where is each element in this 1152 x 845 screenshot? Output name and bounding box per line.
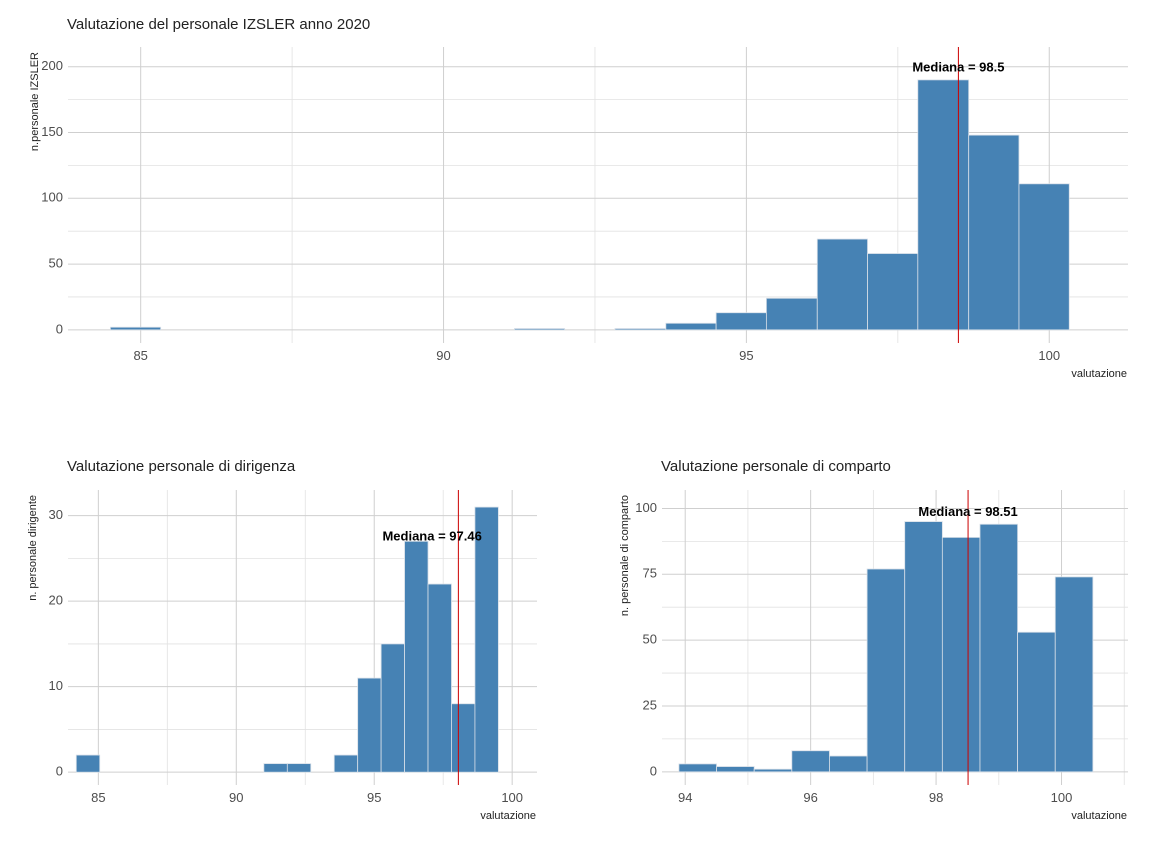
histogram-bar: [75, 754, 101, 773]
y-tick-label: 30: [49, 507, 63, 522]
histogram-panel-3: Mediana = 98.51 94 96 98 100 0 25 50 75 100 Valuta…: [619, 458, 1128, 822]
histogram-panel-1: Mediana = 98.5 85 90 95 100 0 50 100 150 200 Valut…: [29, 16, 1128, 380]
y-tick-label: 50: [49, 256, 63, 271]
histogram-bar: [867, 253, 919, 331]
x-axis-label: valutazione: [1071, 368, 1127, 380]
histogram-bar: [979, 523, 1019, 773]
x-tick-label: 95: [739, 348, 753, 363]
y-tick-label: 0: [650, 763, 657, 778]
histogram-bar: [791, 750, 830, 773]
histogram-bar: [614, 328, 667, 331]
median-annotation: Mediana = 97.46: [382, 528, 481, 543]
histogram-bar: [263, 763, 288, 773]
median-annotation: Mediana = 98.51: [918, 504, 1017, 519]
histogram-bar: [427, 583, 452, 773]
x-tick-label: 90: [229, 790, 243, 805]
x-axis-label: valutazione: [1071, 810, 1127, 822]
y-tick-label: 50: [643, 632, 657, 647]
x-tick-label: 94: [678, 790, 692, 805]
x-tick-label: 96: [803, 790, 817, 805]
histogram-bar: [451, 703, 476, 773]
x-axis-label: valutazione: [480, 810, 536, 822]
median-annotation: Mediana = 98.5: [912, 59, 1004, 74]
y-axis-label: n.personale IZSLER: [29, 52, 41, 151]
y-axis-label: n. personale di comparto: [619, 495, 631, 616]
y-tick-label: 10: [49, 678, 63, 693]
histogram-bar: [404, 540, 429, 773]
y-axis-label: n. personale dirigente: [27, 495, 39, 601]
histogram-bar: [715, 312, 767, 331]
x-tick-label: 100: [1051, 790, 1073, 805]
histogram-bar: [941, 537, 981, 773]
histogram-bar: [968, 134, 1020, 331]
histogram-bar: [917, 79, 970, 331]
y-tick-label: 100: [635, 500, 657, 515]
histogram-bar: [904, 521, 943, 773]
histogram-bar: [380, 643, 405, 773]
x-tick-label: 90: [436, 348, 450, 363]
histogram-bar: [816, 238, 868, 331]
x-tick-label: 85: [133, 348, 147, 363]
histogram-bar: [665, 322, 717, 331]
y-tick-label: 0: [56, 321, 63, 336]
x-tick-label: 95: [367, 790, 381, 805]
x-tick-label: 100: [1038, 348, 1060, 363]
y-tick-label: 75: [643, 566, 657, 581]
y-tick-label: 0: [56, 764, 63, 779]
histogram-bar: [1017, 631, 1056, 773]
histogram-bar: [1018, 183, 1070, 331]
chart-title: Valutazione del personale IZSLER anno 20…: [67, 16, 370, 33]
chart-title: Valutazione personale di comparto: [661, 458, 891, 475]
x-tick-label: 98: [929, 790, 943, 805]
histogram-panel-2: Mediana = 97.46 85 90 95 100 0 10 20 30 Valutazio…: [27, 458, 537, 822]
y-tick-label: 100: [41, 190, 63, 205]
chart-title: Valutazione personale di dirigenza: [67, 458, 296, 475]
x-tick-label: 100: [501, 790, 523, 805]
histogram-bar: [716, 766, 755, 773]
y-tick-label: 20: [49, 593, 63, 608]
y-tick-label: 200: [41, 58, 63, 73]
histogram-bar: [753, 768, 793, 773]
histogram-bar: [333, 754, 359, 773]
histogram-bar: [110, 326, 162, 331]
histogram-bar: [514, 328, 566, 331]
histogram-bar: [1054, 576, 1094, 773]
histogram-bar: [357, 677, 382, 773]
histogram-bar: [474, 506, 499, 773]
histogram-bar: [866, 568, 906, 773]
y-tick-label: 25: [643, 697, 657, 712]
x-tick-label: 85: [91, 790, 105, 805]
histogram-bar: [829, 755, 868, 773]
histogram-bar: [286, 763, 312, 773]
y-tick-label: 150: [41, 124, 63, 139]
histogram-bar: [765, 297, 818, 331]
histogram-bar: [678, 763, 717, 773]
